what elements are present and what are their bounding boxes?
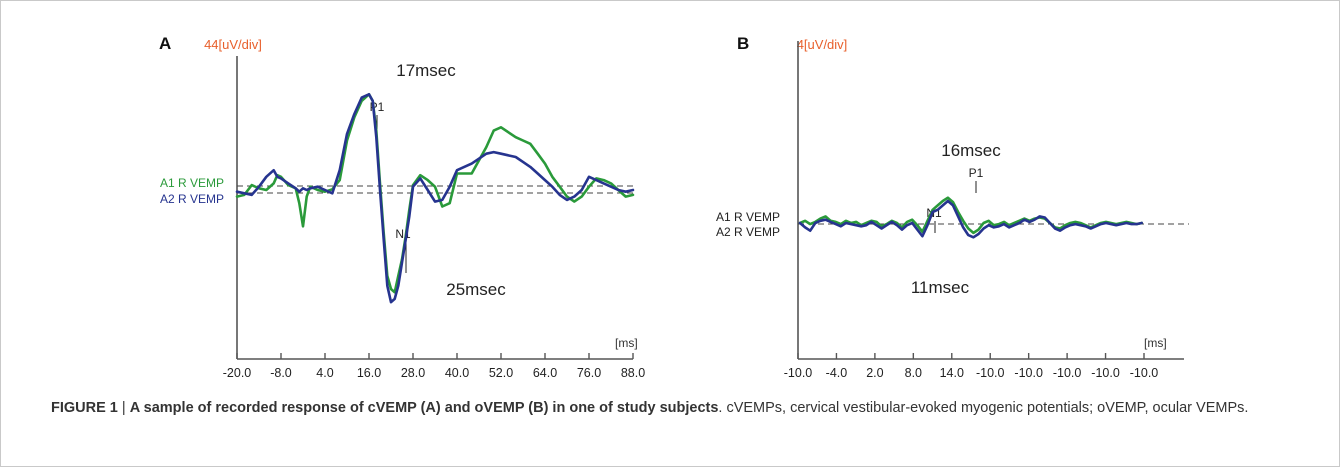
figure-caption: FIGURE 1 | A sample of recorded response… (51, 398, 1291, 419)
x-tick-label: 76.0 (577, 366, 601, 380)
panel-a-latency-bottom: 25msec (446, 280, 506, 299)
caption-separator: | (117, 400, 130, 416)
x-tick-label: -10.0 (1053, 366, 1082, 380)
x-tick-label: 8.0 (905, 366, 922, 380)
panel-b-x-unit-label: [ms] (1144, 336, 1167, 350)
x-tick-label: 16.0 (357, 366, 381, 380)
x-tick-label: -8.0 (270, 366, 292, 380)
x-tick-label: 88.0 (621, 366, 645, 380)
caption-text: . cVEMPs, cervical vestibular-evoked myo… (718, 400, 1249, 416)
x-tick-label: 64.0 (533, 366, 557, 380)
panel-b-latency-bottom: 11msec (911, 278, 970, 297)
x-tick-label: 2.0 (866, 366, 883, 380)
x-tick-label: 40.0 (445, 366, 469, 380)
panel-a-scale-label: 44[uV/div] (204, 37, 262, 52)
x-tick-label: 28.0 (401, 366, 425, 380)
panel-b-latency-top: 16msec (941, 141, 1001, 160)
panel-a-x-unit-label: [ms] (615, 336, 638, 350)
x-tick-label: -10.0 (1130, 366, 1159, 380)
x-tick-label: -10.0 (976, 366, 1005, 380)
panel-b-x-ticks (797, 353, 1145, 359)
x-tick-label: 4.0 (316, 366, 333, 380)
panel-b-x-tick-labels: -10.0 -4.0 2.0 8.0 14.0 -10.0 -10.0 -10.0 -10.0-… (784, 366, 1159, 380)
panel-b-scale-label: 4[uV/div] (797, 37, 848, 52)
x-tick-label: 14.0 (940, 366, 964, 380)
x-tick-label: -10.0 (1091, 366, 1120, 380)
x-tick-label: -10.0 (784, 366, 813, 380)
panel-b-peak-p1-label: P1 (969, 166, 984, 180)
x-tick-label: -4.0 (826, 366, 848, 380)
caption-title: A sample of recorded response of cVEMP (… (129, 400, 719, 416)
panel-a-x-ticks (236, 353, 634, 359)
panel-a-x-tick-labels: -20.0 -8.0 4.0 16.0 28.0 40.0 52.0 64.0 76.0 88.0 (223, 366, 645, 380)
panel-b-baseline-label-a1: A1 R VEMP (716, 210, 780, 224)
caption-figure-label: FIGURE 1 (51, 400, 118, 416)
x-tick-label: -20.0 (223, 366, 252, 380)
panel-a-baseline-label-a2: A2 R VEMP (160, 192, 224, 206)
panel-b-series-a2-line (798, 199, 1143, 239)
panel-a-label: A (159, 34, 171, 53)
panel-a-series-a2-line (235, 93, 635, 304)
panel-b-baseline-label-a2: A2 R VEMP (716, 225, 780, 239)
panel-b-chart: B 4[uV/div] A1 R VEMP A2 R VEMP -10.0 -4.… (716, 34, 1189, 380)
panel-b-label: B (737, 34, 749, 53)
panel-a-latency-top: 17msec (396, 61, 456, 80)
panel-a-chart: A 44[uV/div] A1 R VEMP A2 R VEMP -20.0 -8… (159, 34, 645, 380)
x-tick-label: -10.0 (1014, 366, 1043, 380)
panel-a-baseline-label-a1: A1 R VEMP (160, 176, 224, 190)
x-tick-label: 52.0 (489, 366, 513, 380)
